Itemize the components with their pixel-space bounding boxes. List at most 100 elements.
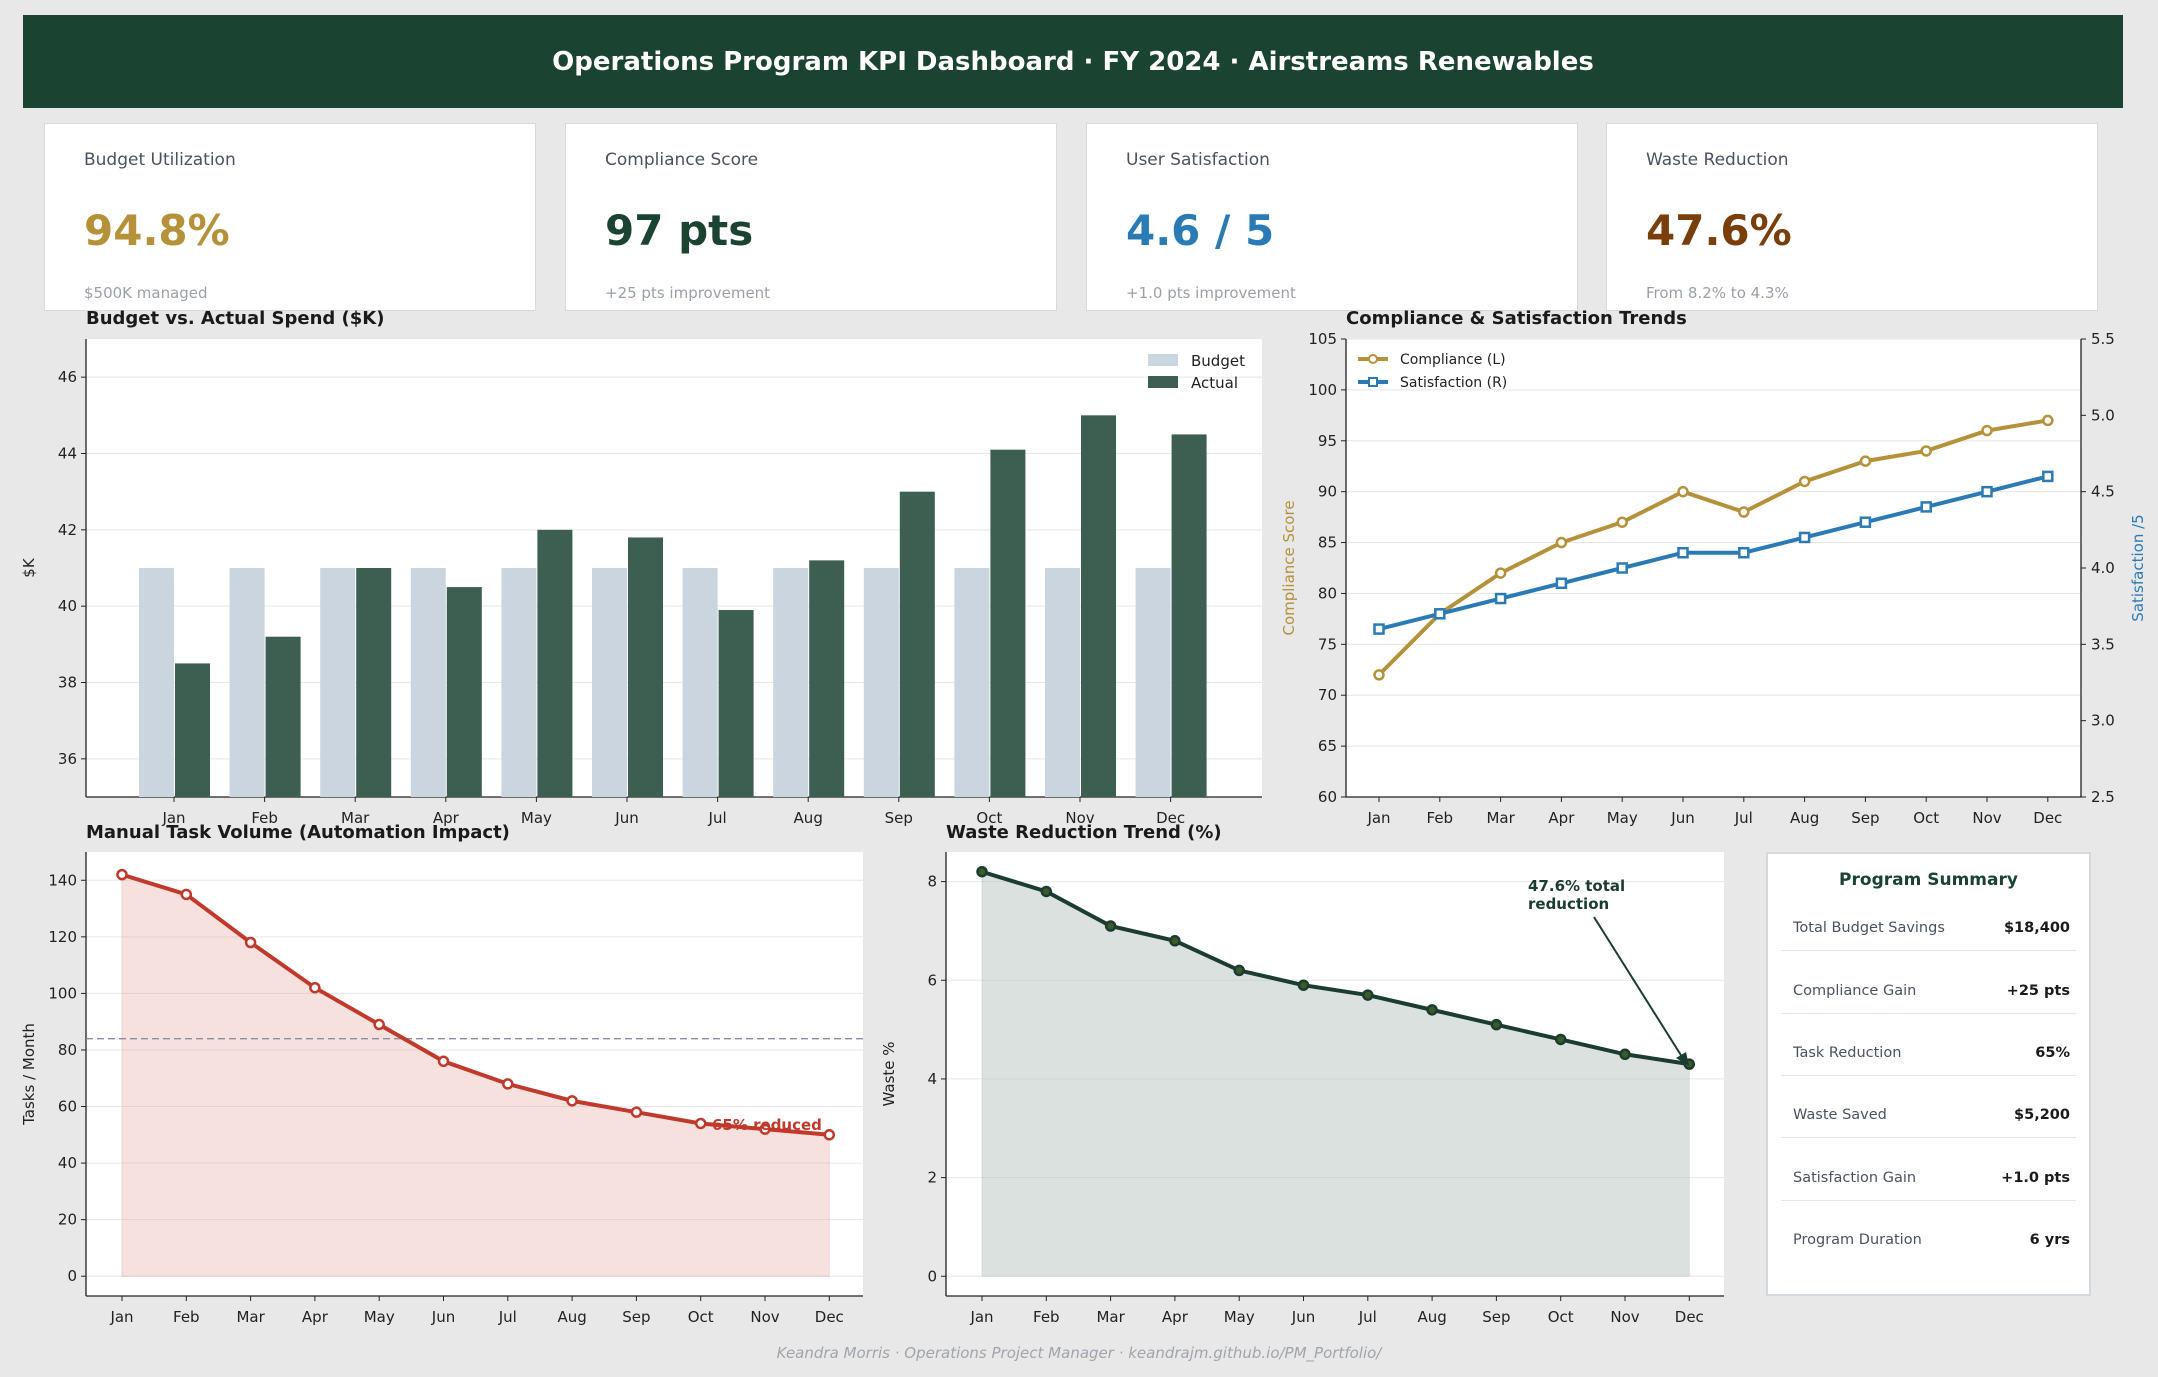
summary-title: Program Summary xyxy=(1839,870,2018,890)
y-tick-label: 75 xyxy=(1318,635,1337,653)
x-tick-label: Jun xyxy=(1670,809,1694,827)
bar-actual xyxy=(809,560,845,797)
summary-key: Total Budget Savings xyxy=(1793,920,1945,936)
data-point xyxy=(1616,562,1628,574)
bar-budget xyxy=(682,568,718,797)
kpi-value: 97 pts xyxy=(605,206,754,255)
legend-label: Compliance (L) xyxy=(1400,352,1506,368)
data-point xyxy=(1490,1018,1503,1031)
bar-actual xyxy=(356,568,392,797)
x-tick-label: Oct xyxy=(1913,809,1939,827)
data-point xyxy=(1373,623,1385,635)
x-tick-label: May xyxy=(521,809,552,827)
x-tick-label: Dec xyxy=(1675,1308,1704,1326)
dashboard-header: Operations Program KPI Dashboard · FY 20… xyxy=(23,15,2123,108)
data-point xyxy=(244,936,257,949)
y-tick-label: 6 xyxy=(927,971,937,989)
x-tick-label: Aug xyxy=(1790,809,1819,827)
data-point xyxy=(502,1078,514,1090)
summary-key: Compliance Gain xyxy=(1793,983,1917,999)
y2-tick-label: 4.5 xyxy=(2091,483,2115,501)
x-tick-label: May xyxy=(364,1308,395,1326)
bar-actual xyxy=(1171,434,1207,797)
y-tick-label: 100 xyxy=(1308,381,1337,399)
data-point xyxy=(2042,414,2054,427)
summary-value: 6 yrs xyxy=(2029,1232,2070,1248)
data-point xyxy=(1798,531,1811,544)
x-tick-label: Sep xyxy=(1482,1308,1510,1326)
x-tick-label: May xyxy=(1607,809,1638,827)
y-tick-label: 4 xyxy=(927,1070,937,1088)
x-tick-label: Sep xyxy=(1851,809,1879,827)
summary-row: Task Reduction 65% xyxy=(1781,1045,2076,1076)
y-tick-label: 140 xyxy=(48,871,77,889)
y-tick-label: 42 xyxy=(58,521,77,539)
y-tick-label: 70 xyxy=(1318,686,1337,704)
y-tick-label: 60 xyxy=(58,1098,77,1116)
legend-swatch xyxy=(1148,376,1178,388)
data-point xyxy=(1233,964,1245,977)
footer-credit: Keandra Morris · Operations Project Mana… xyxy=(776,1344,1382,1362)
data-point xyxy=(1798,475,1811,488)
x-tick-label: Mar xyxy=(341,809,370,827)
y-axis-label: Waste % xyxy=(880,1041,898,1106)
x-tick-label: Mar xyxy=(236,1308,265,1326)
x-tick-label: Aug xyxy=(794,809,823,827)
bar-actual xyxy=(628,537,663,797)
kpi-card-satisfaction: User Satisfaction 4.6 / 5 +1.0 pts improve… xyxy=(1086,123,1578,311)
y2-tick-label: 3.0 xyxy=(2091,712,2115,730)
x-tick-label: Sep xyxy=(885,809,913,827)
x-tick-label: Feb xyxy=(1033,1308,1060,1326)
x-tick-label: Feb xyxy=(1427,809,1454,827)
x-tick-label: Jul xyxy=(708,809,727,827)
kpi-sub: $500K managed xyxy=(84,284,208,302)
y-axis-label: Tasks / Month xyxy=(20,1023,38,1126)
x-tick-label: Mar xyxy=(1486,809,1515,827)
x-tick-label: Jun xyxy=(431,1308,455,1326)
annotation: 47.6% total xyxy=(1528,877,1625,895)
data-point xyxy=(1494,592,1507,605)
y-tick-label: 8 xyxy=(927,873,937,891)
x-tick-label: Jul xyxy=(1734,809,1753,827)
x-tick-label: Jun xyxy=(614,809,638,827)
annotation-arrowhead xyxy=(1676,1052,1689,1066)
x-tick-label: Jul xyxy=(498,1308,517,1326)
x-tick-label: Nov xyxy=(1610,1308,1639,1326)
data-point xyxy=(1738,546,1750,559)
y-tick-label: 44 xyxy=(58,445,77,463)
legend-swatch xyxy=(1148,354,1178,366)
summary-key: Satisfaction Gain xyxy=(1793,1170,1917,1186)
data-point xyxy=(1920,501,1932,513)
x-tick-label: Oct xyxy=(1548,1308,1574,1326)
x-tick-label: Sep xyxy=(622,1308,650,1326)
y-tick-label: 65 xyxy=(1318,737,1337,755)
y2-tick-label: 5.5 xyxy=(2091,330,2115,348)
annotation: reduction xyxy=(1528,895,1609,913)
data-point xyxy=(1981,424,1993,437)
x-tick-label: Feb xyxy=(251,809,278,827)
x-tick-label: Mar xyxy=(1096,1308,1125,1326)
data-point xyxy=(309,981,321,994)
kpi-value: 47.6% xyxy=(1646,206,1792,255)
y-tick-label: 80 xyxy=(1318,584,1337,602)
kpi-label: User Satisfaction xyxy=(1126,150,1270,170)
kpi-card-waste: Waste Reduction 47.6% From 8.2% to 4.3% xyxy=(1606,123,2098,311)
y-tick-label: 20 xyxy=(58,1211,77,1229)
kpi-value: 94.8% xyxy=(84,206,230,255)
summary-row: Program Duration 6 yrs xyxy=(1781,1232,2076,1262)
y-tick-label: 95 xyxy=(1318,432,1337,450)
x-tick-label: Apr xyxy=(1162,1308,1189,1326)
data-point xyxy=(1981,485,1993,498)
x-tick-label: Aug xyxy=(557,1308,586,1326)
kpi-label: Waste Reduction xyxy=(1646,150,1789,170)
summary-row: Waste Saved $5,200 xyxy=(1781,1107,2076,1138)
x-tick-label: Apr xyxy=(1548,809,1575,827)
data-point xyxy=(1494,567,1507,579)
y-tick-label: 40 xyxy=(58,1154,77,1172)
data-point xyxy=(976,865,988,878)
kpi-sub: +25 pts improvement xyxy=(605,284,771,302)
summary-row: Compliance Gain +25 pts xyxy=(1781,983,2076,1014)
program-summary-panel: Program Summary Total Budget Savings $18,… xyxy=(1766,852,2091,1296)
data-point xyxy=(373,1018,385,1031)
series-line xyxy=(121,872,830,1137)
